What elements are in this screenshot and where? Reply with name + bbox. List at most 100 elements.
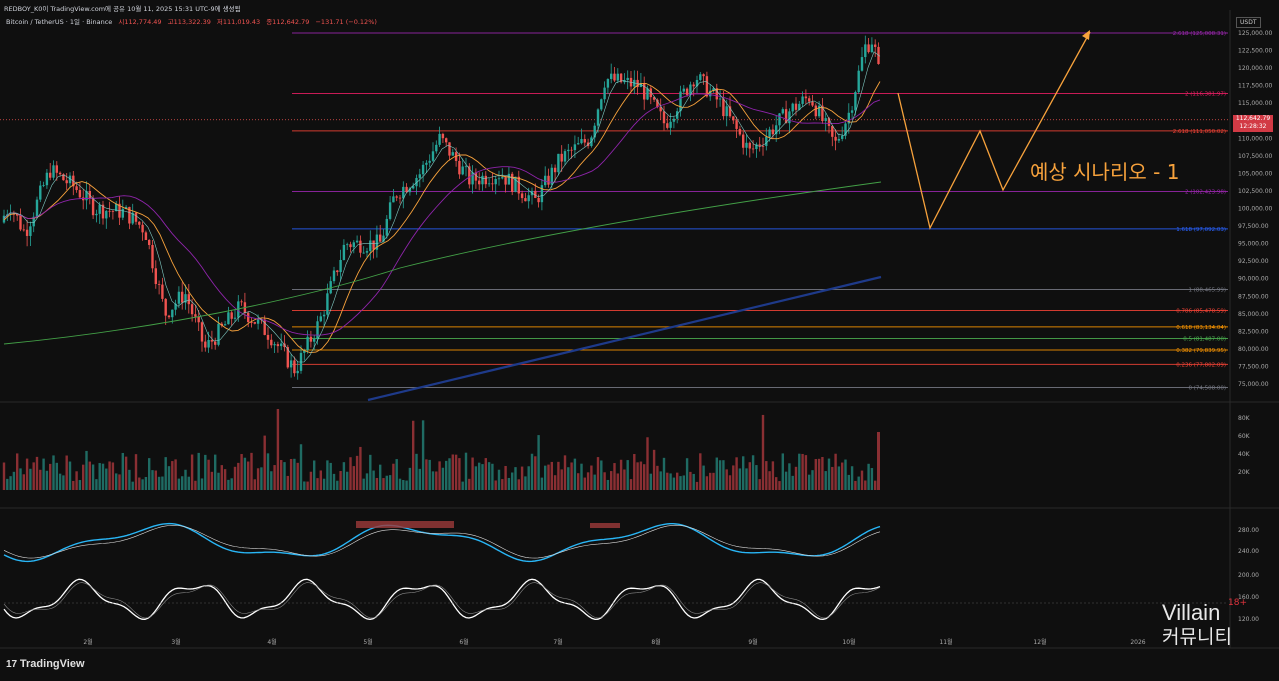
candle-body	[468, 166, 471, 185]
volume-bar	[171, 461, 174, 490]
volume-bar	[775, 477, 778, 490]
volume-bar	[583, 477, 586, 490]
ohlc-close: 종112,642.79	[266, 18, 310, 26]
volume-bar	[82, 464, 85, 490]
volume-bar	[504, 465, 507, 490]
time-tick-label: 10월	[842, 638, 855, 646]
candle-body	[534, 190, 537, 198]
candle-body	[204, 341, 207, 348]
volume-bar	[606, 479, 610, 490]
volume-bar	[148, 458, 151, 490]
volume-bar	[771, 461, 775, 490]
candle-body	[811, 101, 814, 106]
price-tick-label: 105,000.00	[1238, 170, 1273, 177]
volume-bar	[834, 453, 837, 490]
candle-body	[501, 177, 504, 179]
candle-body	[303, 350, 306, 353]
volume-bar	[636, 462, 639, 490]
volume-bar	[164, 457, 167, 490]
tv-logo-text: TradingView	[19, 658, 85, 670]
currency-button[interactable]: USDT	[1236, 17, 1261, 28]
volume-bar	[276, 408, 280, 490]
candle-body	[263, 319, 266, 335]
volume-bar	[745, 468, 748, 490]
candle-body	[497, 178, 501, 180]
volume-bar	[709, 472, 712, 490]
fib-level-label: 0.236 (77,802.09)	[1176, 362, 1226, 368]
candle-body	[210, 339, 214, 342]
volume-bar	[204, 454, 207, 490]
volume-bar	[788, 463, 791, 490]
price-tick-label: 87,500.00	[1238, 293, 1269, 300]
price-tick-label: 75,000.00	[1238, 381, 1269, 388]
candle-body	[540, 185, 544, 203]
candle-body	[649, 88, 652, 98]
volume-bar	[101, 463, 105, 490]
candle-body	[491, 183, 494, 185]
candle-body	[95, 213, 98, 216]
candle-body	[478, 180, 481, 185]
oscillator-1-overbought-fill	[356, 521, 454, 528]
symbol-name[interactable]: Bitcoin / TetherUS · 1일 · Binance	[6, 18, 113, 26]
candle-body	[692, 84, 695, 87]
candle-body	[65, 180, 68, 184]
volume-tick-label: 60K	[1238, 433, 1251, 440]
volume-bar	[52, 455, 55, 490]
candle-body	[101, 204, 105, 219]
candle-body	[194, 314, 197, 317]
candle-body	[247, 312, 250, 323]
age-badge: 18+	[1228, 598, 1247, 608]
volume-bar	[847, 474, 850, 490]
oscillator-2-tick-label: 120.00	[1238, 616, 1259, 623]
candle-body	[844, 123, 847, 136]
candle-body	[336, 270, 339, 273]
candle-body	[322, 314, 326, 317]
volume-bar	[854, 480, 857, 490]
fib-level-label: 0.5 (81,487.00)	[1183, 336, 1226, 342]
volume-bar	[507, 477, 511, 490]
candle-body	[610, 73, 613, 80]
candle-body	[148, 239, 151, 245]
volume-bar	[402, 479, 405, 490]
candle-body	[151, 244, 154, 269]
candle-body	[458, 160, 461, 175]
volume-bar	[550, 461, 553, 490]
candle-body	[791, 103, 794, 112]
volume-bar	[491, 463, 494, 490]
candle-body	[128, 206, 131, 224]
volume-bar	[428, 459, 431, 490]
candle-body	[560, 153, 563, 162]
candle-body	[309, 336, 313, 342]
volume-bar	[633, 454, 636, 490]
volume-bar	[841, 462, 844, 490]
symbol-info-bar[interactable]: Bitcoin / TetherUS · 1일 · Binance 시112,7…	[6, 16, 381, 26]
volume-bar	[342, 462, 346, 490]
candle-body	[306, 336, 309, 351]
volume-bar	[530, 453, 534, 490]
candle-body	[237, 301, 240, 318]
candle-body	[134, 212, 138, 222]
volume-bar	[692, 473, 695, 490]
volume-bar	[811, 470, 814, 490]
watermark-line2: 커뮤니티	[1162, 627, 1232, 648]
candle-body	[52, 165, 55, 178]
candle-body	[514, 176, 517, 192]
candle-body	[359, 240, 362, 253]
candle-body	[821, 105, 824, 121]
candle-body	[78, 190, 82, 198]
tradingview-logo[interactable]: 17 TradingView	[6, 658, 85, 670]
volume-bar	[217, 472, 220, 490]
candle-body	[854, 92, 857, 111]
candle-body	[45, 172, 49, 186]
candle-body	[817, 105, 821, 117]
candle-body	[85, 191, 88, 201]
candle-body	[689, 84, 692, 95]
candle-body	[161, 284, 164, 299]
price-tick-label: 92,500.00	[1238, 258, 1269, 265]
candle-body	[329, 281, 332, 294]
fib-level-label: 0.382 (79,839.95)	[1176, 348, 1226, 354]
volume-bar	[289, 458, 293, 490]
candle-body	[699, 74, 702, 80]
candle-body	[144, 232, 148, 240]
